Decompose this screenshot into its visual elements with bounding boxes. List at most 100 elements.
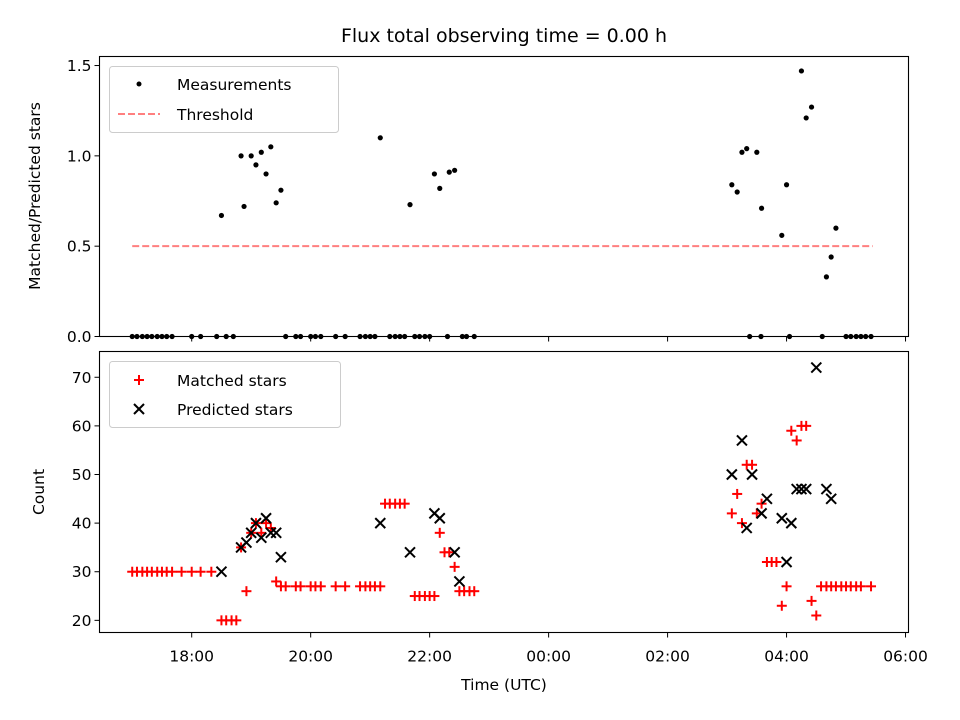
- measurement-point: [739, 149, 745, 155]
- matched-stars-point: [315, 581, 326, 592]
- predicted-stars-point: [755, 507, 768, 520]
- ratio-y-tick-label: 0.0: [67, 328, 92, 346]
- predicted-stars-point: [740, 522, 753, 534]
- matched-stars-point: [375, 581, 386, 592]
- matched-stars-point: [241, 586, 252, 597]
- measurement-point: [828, 254, 834, 260]
- matched-stars-point: [747, 459, 758, 470]
- predicted-stars-point: [215, 566, 228, 578]
- matched-stars-point: [469, 586, 480, 597]
- counts-plot-frame: [98, 350, 910, 634]
- legend-label-measurements: Measurements: [177, 76, 292, 94]
- matched-stars-point: [231, 615, 242, 626]
- measurement-point: [823, 274, 830, 280]
- matched-stars-point: [806, 595, 817, 606]
- measurement-point: [758, 205, 765, 211]
- x-tick-label: 04:00: [764, 648, 809, 666]
- legend-label-threshold: Threshold: [176, 106, 253, 124]
- ratio-y-tick-label: 0.5: [67, 238, 92, 256]
- matched-stars-point: [186, 566, 197, 577]
- measurement-point: [744, 146, 750, 152]
- x-tick-label: 22:00: [407, 648, 452, 666]
- measurement-point: [248, 153, 254, 159]
- matched-stars-point: [330, 581, 341, 592]
- predicted-stars-point: [810, 361, 823, 374]
- predicted-stars-point: [780, 556, 793, 568]
- measurement-point: [258, 149, 264, 155]
- ratio-y-axis-label: Matched/Predicted stars: [26, 102, 44, 290]
- matched-stars-point: [449, 561, 460, 572]
- matched-stars-point: [771, 557, 782, 568]
- matched-stars-point: [801, 420, 812, 431]
- predicted-stars-point: [434, 512, 446, 524]
- measurement-point: [377, 135, 383, 141]
- matched-stars-point: [206, 566, 217, 577]
- predicted-stars-point: [404, 546, 416, 558]
- counts-panel: 20 30 40 50 60 70 18:00 20:00 22:00 00:00 02:00 04…: [30, 350, 928, 694]
- predicted-stars-point: [785, 517, 798, 529]
- predicted-stars-point: [736, 434, 748, 447]
- measurement-point: [268, 144, 274, 150]
- measurement-point: [452, 167, 458, 173]
- ratio-y-tick-label: 1.0: [67, 147, 92, 165]
- counts-x-ticks: 18:00 20:00 22:00 00:00 02:00 04:00 06:00: [169, 632, 928, 666]
- ratio-x-ticks: [191, 336, 907, 342]
- matched-stars-point: [811, 610, 822, 621]
- measurement-point: [798, 68, 805, 74]
- legend-marker-predicted: [133, 403, 145, 415]
- matched-stars-point: [340, 581, 351, 592]
- counts-legend-box: [109, 361, 341, 428]
- matched-stars-point: [751, 508, 762, 519]
- x-tick-label: 02:00: [645, 648, 690, 666]
- counts-y-tick-label: 30: [72, 563, 92, 581]
- measurement-point: [407, 202, 413, 208]
- matched-stars-point: [195, 566, 206, 577]
- predicted-stars-point: [726, 468, 738, 481]
- predicted-stars-point: [275, 551, 287, 563]
- matched-stars-point: [280, 581, 291, 592]
- matched-stars-point: [786, 425, 797, 436]
- ratio-panel: 0.0 0.5 1.0 1.5 Matched/Predicted stars Mea…: [26, 55, 910, 346]
- x-tick-label: 18:00: [169, 648, 214, 666]
- counts-marks: [127, 361, 877, 626]
- matched-stars-point: [399, 498, 410, 509]
- matched-stars-point: [866, 581, 877, 592]
- matched-stars-point: [176, 566, 187, 577]
- x-tick-label: 06:00: [883, 648, 928, 666]
- ratio-plot-frame: [98, 55, 910, 338]
- legend-label-predicted: Predicted stars: [177, 401, 293, 419]
- matched-stars-point: [855, 581, 866, 592]
- measurement-point: [241, 203, 247, 210]
- measurement-point: [263, 171, 269, 177]
- measurement-point: [253, 162, 259, 168]
- measurement-point: [218, 212, 225, 219]
- legend-marker-matched: [134, 375, 144, 385]
- counts-y-tick-label: 60: [72, 417, 92, 435]
- matched-stars-point: [271, 576, 282, 587]
- matched-stars-point: [429, 591, 440, 602]
- measurement-point: [273, 200, 279, 206]
- predicted-stars-point: [746, 468, 758, 481]
- predicted-stars-point: [260, 512, 272, 524]
- counts-y-tick-label: 50: [72, 466, 92, 484]
- measurement-point: [833, 225, 839, 231]
- matched-stars-point: [791, 435, 802, 446]
- matched-stars-point: [776, 600, 787, 611]
- predicted-stars-point: [761, 493, 773, 505]
- matched-stars-point: [756, 498, 767, 509]
- predicted-stars-point: [795, 483, 808, 495]
- predicted-stars-point: [374, 517, 386, 529]
- measurement-point: [803, 115, 809, 121]
- x-axis-label: Time (UTC): [460, 676, 547, 694]
- legend-marker-measurements: [136, 81, 142, 87]
- matched-stars-point: [265, 522, 276, 533]
- measurement-point: [783, 182, 790, 188]
- chart-title: Flux total observing time = 0.00 h: [341, 25, 667, 47]
- measurement-point: [754, 149, 760, 155]
- ratio-y-tick-label: 1.5: [67, 57, 92, 75]
- x-tick-label: 20:00: [288, 648, 333, 666]
- ratio-legend-box: [109, 66, 339, 133]
- measurement-point: [437, 185, 443, 191]
- matched-stars-point: [261, 518, 272, 529]
- counts-y-tick-label: 40: [72, 515, 92, 533]
